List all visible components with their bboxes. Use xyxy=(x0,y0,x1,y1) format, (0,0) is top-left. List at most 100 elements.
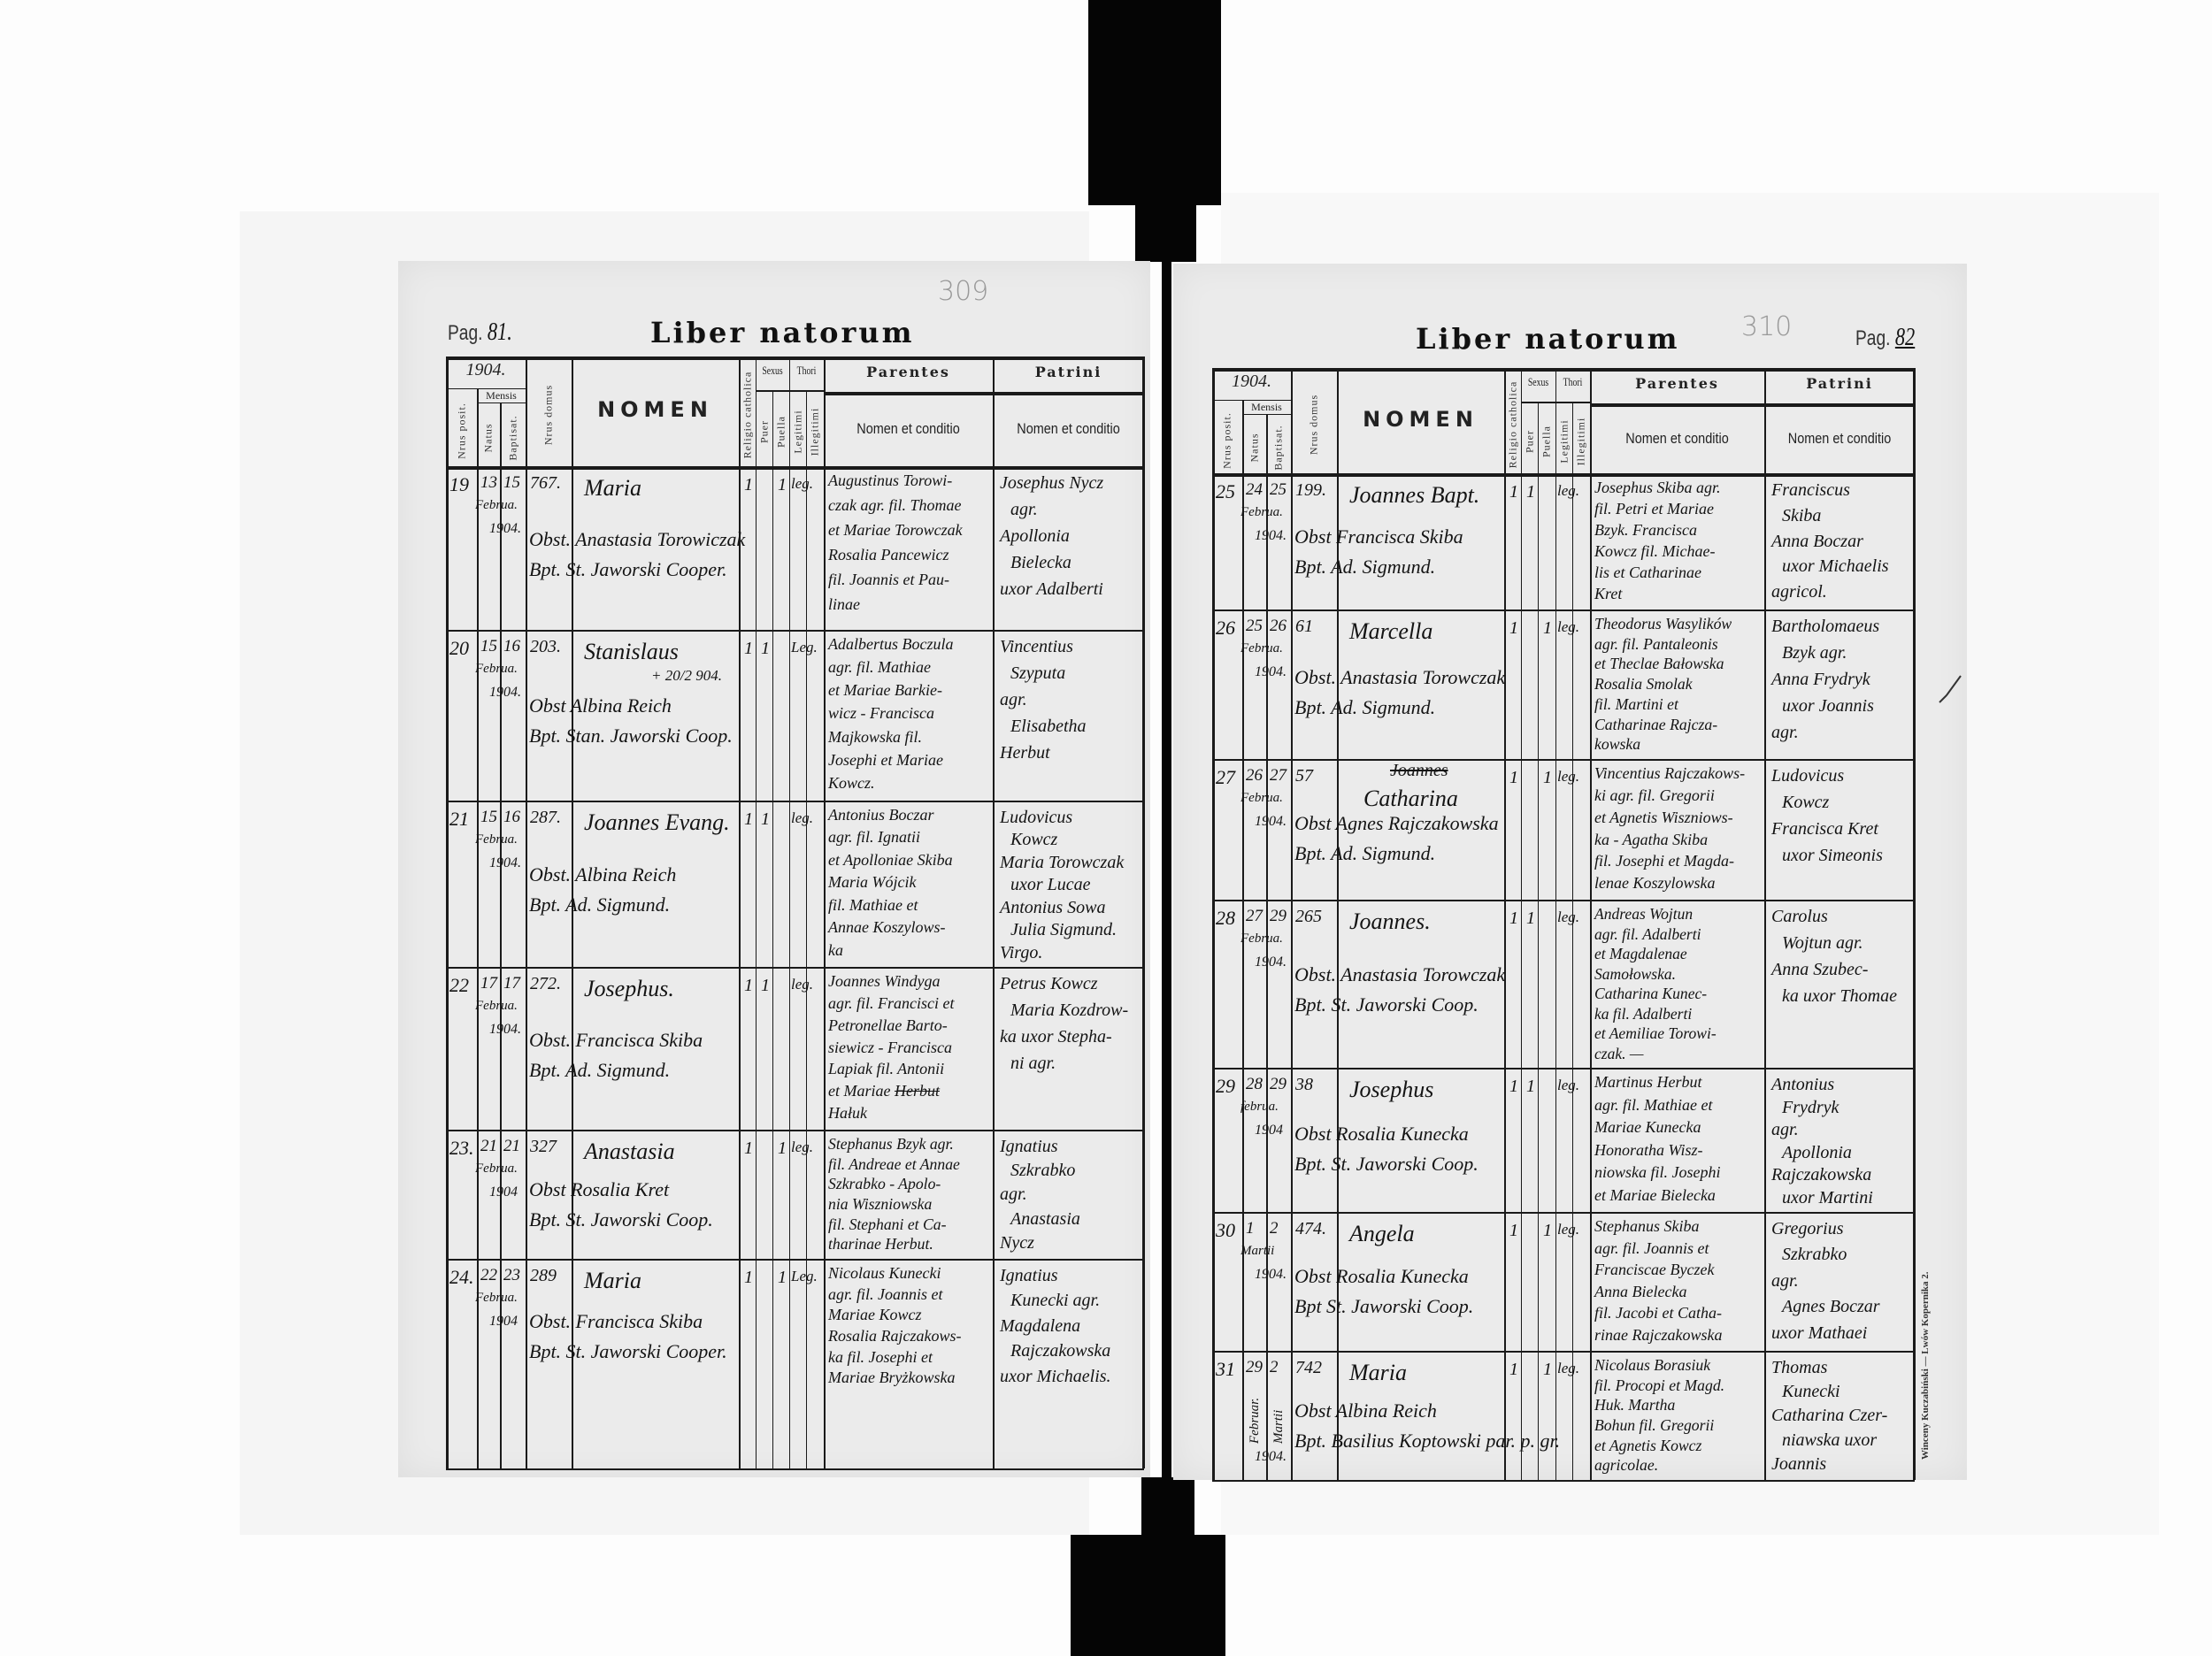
baptism-day: 29 xyxy=(1270,1075,1286,1093)
parents-line: Theodorus Wasylików xyxy=(1594,615,1732,632)
header-thori: Thori xyxy=(796,364,817,377)
header-parentes-subtitle: Nomen et conditio xyxy=(856,420,960,437)
row-divider xyxy=(446,1130,1144,1131)
godparents-line: Kowcz xyxy=(1782,793,1830,812)
register-row: 31 29 2 Februar. Martii 1904. 742 Maria Obst Alb… xyxy=(1212,1351,1915,1480)
parents-line: fil. Petri et Mariae xyxy=(1594,500,1714,518)
parents-line: agr. fil. Pantaleonis xyxy=(1594,634,1718,653)
header-bottom-border xyxy=(446,466,1144,470)
month: Februa. xyxy=(1240,505,1283,519)
row-divider xyxy=(1212,900,1915,901)
parents-line: Catharinae Rajcza- xyxy=(1594,715,1718,733)
parents-line: fil. Procopi et Magd. xyxy=(1594,1376,1725,1394)
religio-mark: 1 xyxy=(1509,618,1518,638)
birth-year: 1904 xyxy=(1255,1123,1283,1138)
column-divider xyxy=(789,356,790,1468)
register-row: 24. 22 23 Februa. 1904 289 Maria Obst. Francisc… xyxy=(446,1259,1144,1393)
legitimacy-mark: leg. xyxy=(1557,1360,1580,1376)
header-thori: Thori xyxy=(1563,375,1583,388)
parents-line: rinae Rajczakowska xyxy=(1594,1325,1723,1344)
puer-mark: 1 xyxy=(1526,482,1535,502)
column-divider xyxy=(993,356,995,1468)
header-nrus-posit: Nrus posit. xyxy=(455,402,467,459)
godparents-line: Francisca Kret xyxy=(1771,819,1878,839)
column-divider xyxy=(1521,368,1522,1480)
header-natus: Natus xyxy=(1248,433,1260,462)
header-divider xyxy=(477,402,526,403)
page-label-right: Pag. 82 xyxy=(1855,324,1915,352)
religio-mark: 1 xyxy=(1509,768,1518,787)
entry-number: 31 xyxy=(1216,1358,1235,1380)
baptism-day: 2 xyxy=(1270,1358,1279,1376)
register-row: 22 17 17 Februa. 1904. 272. Josephus. Obst. Fra… xyxy=(446,967,1144,1130)
birth-year: 1904 xyxy=(489,1184,518,1200)
pag-label: Pag. xyxy=(448,321,483,345)
column-divider xyxy=(756,356,757,1468)
child-name: Josephus. xyxy=(584,976,674,1001)
parents-line: ka xyxy=(828,940,843,959)
header-parentes: Parentes xyxy=(1635,375,1719,392)
birth-year: 1904. xyxy=(489,685,521,700)
house-number: 327 xyxy=(530,1137,557,1156)
column-divider xyxy=(1572,402,1573,1480)
child-name: Maria xyxy=(584,475,641,501)
death-note: + 20/2 904. xyxy=(651,667,722,684)
parents-line: fil. Stephani et Ca- xyxy=(828,1215,947,1233)
godparents-line: Thomas xyxy=(1771,1358,1828,1377)
midwife-baptizer-block: Obst. Francisca Skiba Bpt. St. Jaworski C… xyxy=(529,1310,820,1363)
godparents-line: ka uxor Thomae xyxy=(1782,986,1897,1006)
parents-line: Kowcz fil. Michae- xyxy=(1594,542,1716,560)
parents-line: Adalbertus Boczula xyxy=(828,635,954,653)
column-divider xyxy=(1266,414,1268,1480)
godparents-line: Anna Szubec- xyxy=(1771,960,1869,979)
midwife-obstetrix: Obst Albina Reich xyxy=(1294,1399,1437,1422)
birth-year: 1904. xyxy=(489,521,521,536)
parents-line: kowska xyxy=(1594,735,1641,754)
parents-line: Kowcz. xyxy=(828,773,875,792)
godparents-line: Gregorius xyxy=(1771,1219,1844,1238)
legitimacy-mark: leg. xyxy=(1557,482,1580,499)
child-name: Maria xyxy=(1349,1360,1407,1385)
parents-line: Bzyk. Francisca xyxy=(1594,521,1697,539)
puella-mark: 1 xyxy=(778,475,787,494)
godparents-line: uxor Joannis xyxy=(1782,696,1874,716)
header-legitimi: Legitimi xyxy=(1557,418,1570,464)
table-right-border xyxy=(1913,368,1916,1480)
child-name: Joannes Bapt. xyxy=(1349,482,1480,508)
birth-day: 24 xyxy=(1246,480,1263,499)
row-divider xyxy=(1212,473,1915,475)
column-divider xyxy=(1590,368,1592,1480)
column-divider xyxy=(500,402,502,1468)
column-divider xyxy=(739,356,741,1468)
parents-line: Nicolaus Kunecki xyxy=(828,1264,941,1282)
child-name: Stanislaus xyxy=(584,639,679,664)
parents-line: et Magdalenae xyxy=(1594,945,1687,962)
register-table-left: 1904. Mensis Nrus posit. Natus Baptisat. Nrus… xyxy=(446,356,1145,1470)
baptizer: Bpt. Ad. Sigmund. xyxy=(1294,696,1436,718)
parents-line: ki agr. fil. Gregorii xyxy=(1594,786,1715,804)
godparents-line: Vincentius xyxy=(1000,637,1073,656)
child-name: Anastasia xyxy=(584,1138,675,1164)
binding-gutter-top xyxy=(1135,203,1196,262)
midwife-obstetrix: Obst. Francisca Skiba xyxy=(529,1310,703,1332)
godparents-line: agr. xyxy=(1000,690,1027,709)
parents-line: Rosalia Pancewicz xyxy=(828,546,949,564)
godparents-line: Nycz xyxy=(1000,1232,1034,1253)
parents-line: fil. Mathiae et xyxy=(828,895,918,914)
month: Martii xyxy=(1240,1244,1275,1258)
month: Februa. xyxy=(475,832,518,847)
legitimacy-mark: leg. xyxy=(791,976,814,993)
parents-line: Nicolaus Borasiuk xyxy=(1594,1356,1711,1374)
header-patrini: Patrini xyxy=(1806,375,1873,392)
baptism-day: 2 xyxy=(1270,1219,1279,1238)
parents-line: Lapiak fil. Antonii xyxy=(828,1060,945,1078)
parents-line: tharinae Herbut. xyxy=(828,1235,933,1254)
birth-month: Februar. xyxy=(1248,1397,1262,1444)
puer-mark: 1 xyxy=(761,976,770,995)
header-parentes: Parentes xyxy=(866,364,950,380)
legitimacy-mark: leg. xyxy=(1557,1077,1580,1093)
header-divider xyxy=(1242,414,1291,415)
baptism-day: 16 xyxy=(503,637,520,656)
row-divider xyxy=(1212,1351,1915,1353)
header-nrus-posit: Nrus posit. xyxy=(1220,411,1233,469)
